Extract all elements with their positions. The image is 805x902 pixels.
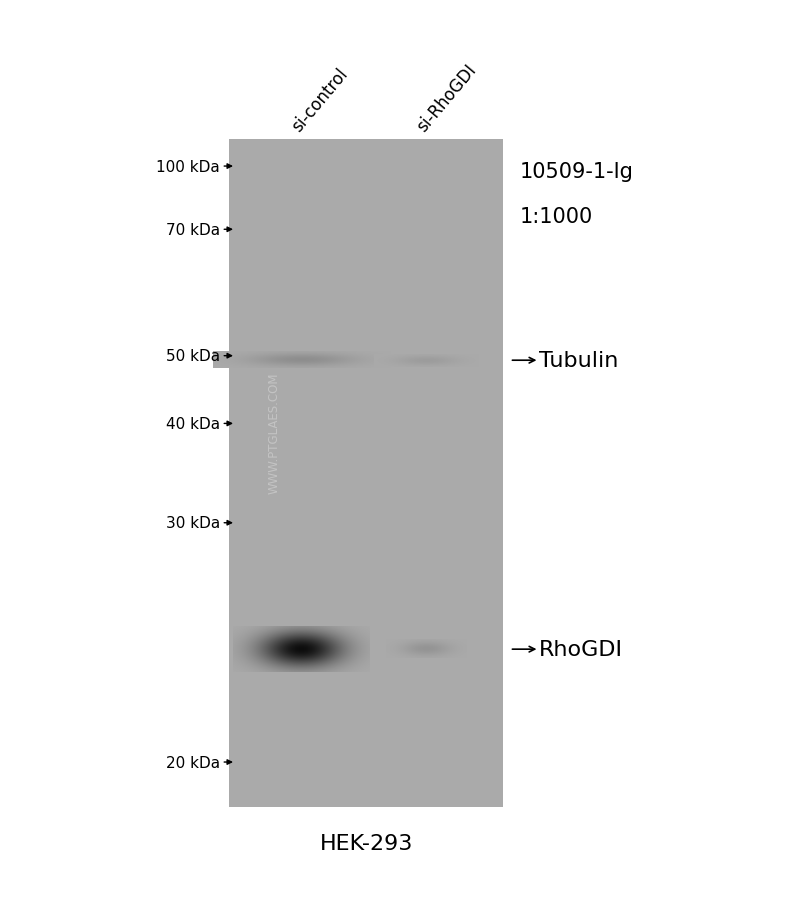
Text: 100 kDa: 100 kDa [156, 160, 220, 174]
Text: si-control: si-control [288, 65, 351, 135]
Text: RhoGDI: RhoGDI [539, 640, 623, 659]
Text: 30 kDa: 30 kDa [166, 516, 220, 530]
Text: WWW.PTGLAES.COM: WWW.PTGLAES.COM [267, 373, 280, 493]
Text: 50 kDa: 50 kDa [166, 349, 220, 364]
Text: 1:1000: 1:1000 [519, 207, 592, 226]
Text: 70 kDa: 70 kDa [166, 223, 220, 237]
Text: 10509-1-Ig: 10509-1-Ig [519, 161, 633, 181]
Text: si-RhoGDI: si-RhoGDI [413, 61, 480, 135]
Text: HEK-293: HEK-293 [320, 833, 413, 853]
Text: Tubulin: Tubulin [539, 351, 619, 371]
Bar [229, 140, 503, 807]
Text: 20 kDa: 20 kDa [166, 755, 220, 769]
Text: 40 kDa: 40 kDa [166, 417, 220, 431]
